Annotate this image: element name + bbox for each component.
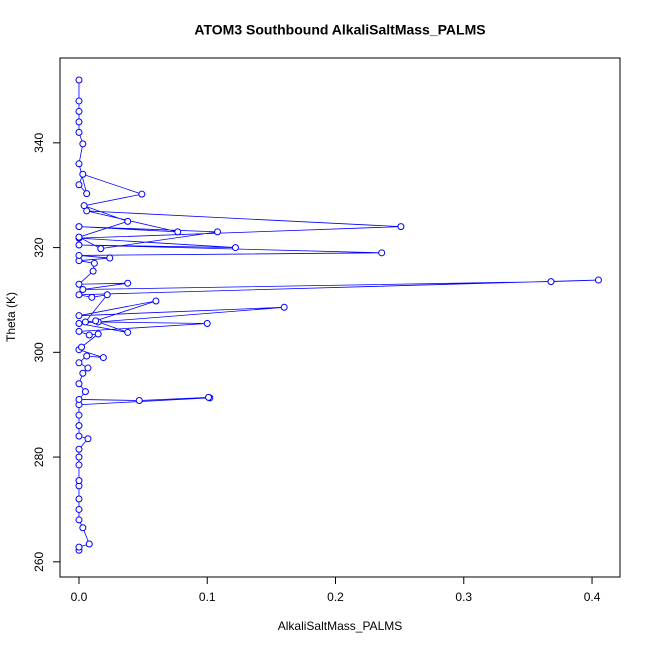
data-point: [80, 202, 88, 210]
data-point: [81, 388, 89, 396]
y-tick-label: 340: [32, 133, 46, 153]
data-point: [75, 280, 83, 288]
data-point: [75, 320, 83, 328]
data-point: [397, 223, 405, 231]
data-point: [75, 107, 83, 115]
data-point: [83, 352, 91, 360]
data-point: [75, 327, 83, 335]
x-tick-label: 0.2: [327, 590, 344, 604]
data-point: [75, 241, 83, 249]
data-point: [75, 359, 83, 367]
data-point: [75, 312, 83, 320]
data-point: [378, 249, 386, 257]
data-point: [89, 267, 97, 275]
data-point: [90, 259, 98, 267]
data-point: [79, 285, 87, 293]
data-point: [75, 395, 83, 403]
data-point: [79, 170, 87, 178]
data-point: [138, 190, 146, 198]
data-point: [214, 228, 222, 236]
data-point: [75, 291, 83, 299]
data-point: [75, 181, 83, 189]
data-point: [75, 97, 83, 105]
data-point: [75, 76, 83, 84]
data-point: [174, 228, 182, 236]
data-point: [594, 276, 602, 284]
plot-frame: [59, 57, 621, 578]
data-point: [75, 516, 83, 524]
data-point: [152, 297, 160, 305]
data-point: [75, 380, 83, 388]
data-point: [106, 254, 114, 262]
data-point: [79, 140, 87, 148]
data-point: [547, 278, 555, 286]
data-point: [85, 540, 93, 548]
data-point: [83, 190, 91, 198]
x-axis-label: AlkaliSaltMass_PALMS: [278, 619, 403, 633]
data-point: [103, 291, 111, 299]
data-point: [75, 411, 83, 419]
data-point: [92, 317, 100, 325]
data-point: [84, 435, 92, 443]
data-point: [94, 330, 102, 338]
data-point: [75, 118, 83, 126]
data-point: [75, 495, 83, 503]
data-point: [205, 393, 213, 401]
data-point: [75, 233, 83, 241]
data-point: [75, 445, 83, 453]
x-tick-label: 0.3: [455, 590, 472, 604]
data-point: [97, 245, 105, 253]
chart-title: ATOM3 Southbound AlkaliSaltMass_PALMS: [194, 22, 485, 38]
data-point: [85, 331, 93, 339]
data-point: [75, 543, 83, 551]
x-tick-label: 0.0: [71, 590, 88, 604]
data-point: [135, 397, 143, 405]
data-point: [124, 328, 132, 336]
data-point: [75, 453, 83, 461]
data-point: [75, 251, 83, 259]
data-point: [99, 354, 107, 362]
data-point: [75, 128, 83, 136]
data-point: [124, 279, 132, 287]
data-point: [81, 318, 89, 326]
data-point: [79, 369, 87, 377]
data-point: [75, 160, 83, 168]
x-tick-label: 0.1: [199, 590, 216, 604]
x-tick-label: 0.4: [584, 590, 601, 604]
y-tick-label: 300: [32, 342, 46, 362]
y-tick-label: 320: [32, 237, 46, 257]
data-point: [75, 223, 83, 231]
data-point: [203, 320, 211, 328]
data-point: [280, 303, 288, 311]
data-point: [231, 244, 239, 252]
data-point: [78, 343, 86, 351]
data-point: [88, 293, 96, 301]
data-point: [75, 432, 83, 440]
y-tick-label: 260: [32, 551, 46, 571]
data-point: [124, 217, 132, 225]
data-point: [84, 364, 92, 372]
data-point: [75, 477, 83, 485]
data-point: [79, 524, 87, 532]
y-tick-label: 280: [32, 447, 46, 467]
y-axis-label: Theta (K): [4, 292, 18, 342]
data-point: [75, 422, 83, 430]
data-point: [75, 505, 83, 513]
data-point: [75, 461, 83, 469]
